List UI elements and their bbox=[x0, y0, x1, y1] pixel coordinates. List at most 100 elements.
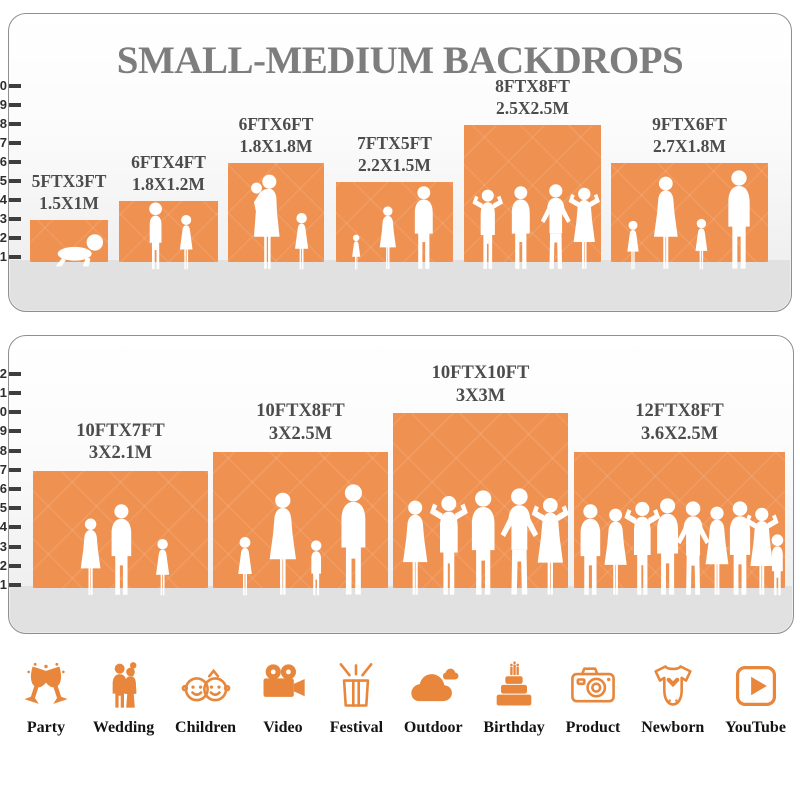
person-silhouette-woman bbox=[647, 176, 685, 270]
person-silhouette-boy bbox=[305, 540, 327, 596]
person-silhouette-woman bbox=[375, 206, 401, 270]
person-silhouette-man bbox=[331, 484, 376, 596]
y-axis-tick bbox=[9, 506, 21, 511]
size-bar-10ftx8ft bbox=[213, 451, 388, 596]
person-silhouette-woman-baby bbox=[245, 174, 287, 270]
y-axis-tick bbox=[9, 255, 21, 259]
y-axis-tick bbox=[9, 236, 21, 240]
party-icon bbox=[20, 660, 72, 712]
y-axis-tick-label: 4 bbox=[0, 519, 7, 535]
y-axis-tick-label: 8 bbox=[0, 116, 7, 131]
size-label-ft: 7FTX5FT bbox=[357, 133, 432, 154]
person-silhouette-woman bbox=[699, 506, 735, 596]
person-silhouette-man-armsup bbox=[467, 188, 509, 270]
person-silhouette-woman-armsup bbox=[563, 186, 606, 270]
person-silhouette-girl bbox=[691, 218, 712, 270]
size-label-ft: 6FTX6FT bbox=[238, 114, 314, 135]
size-label-12ftx8ft: 12FTX8FT 3.6X2.5M bbox=[635, 400, 723, 445]
size-label-8ftx8ft: 8FTX8FT 2.5X2.5M bbox=[495, 76, 570, 119]
person-silhouette-man-hips bbox=[534, 184, 578, 270]
y-axis-tick bbox=[9, 141, 21, 145]
size-label-ft: 8FTX8FT bbox=[495, 76, 570, 97]
category-item-wedding: Wedding bbox=[93, 660, 154, 737]
bars-area-bottom: 10FTX7FT 3X2.1M 10FTX8FT 3X2.5M 10FTX10FT 3X3… bbox=[9, 336, 793, 633]
category-label: Product bbox=[565, 719, 621, 736]
category-label: Festival bbox=[329, 719, 384, 736]
y-axis-tick-label: 1 bbox=[0, 577, 7, 592]
y-axis-tick-label: 5 bbox=[0, 173, 7, 188]
category-label: Wedding bbox=[92, 719, 155, 736]
person-silhouette-woman bbox=[396, 500, 434, 596]
size-label-m: 2.7X1.8M bbox=[653, 135, 726, 156]
size-label-ft: 9FTX6FT bbox=[652, 114, 727, 135]
size-label-ft: 5FTX3FT bbox=[31, 171, 107, 192]
y-axis-tick bbox=[9, 179, 21, 183]
person-silhouette-man bbox=[103, 504, 140, 596]
y-axis-tick bbox=[9, 544, 21, 549]
size-label-m: 2.2X1.5M bbox=[358, 154, 431, 175]
y-axis-tick-label: 2 bbox=[0, 557, 7, 573]
y-axis-tick-label: 10 bbox=[0, 404, 7, 420]
small-medium-chart-panel: SMALL-MEDIUM BACKDROPS 1 2 3 4 5 6 7 8 9 10 5FTX3… bbox=[0, 13, 792, 312]
size-label-9ftx6ft: 9FTX6FT 2.7X1.8M bbox=[652, 114, 727, 157]
category-item-outdoor: Outdoor bbox=[404, 660, 463, 737]
person-silhouette-girl bbox=[623, 220, 643, 270]
product-icon bbox=[567, 660, 619, 712]
person-silhouette-woman bbox=[262, 492, 304, 596]
large-chart-panel: 123456789101112 10FTX7FT3X2.1M10FTX8FT3X… bbox=[0, 335, 794, 634]
category-label: Children bbox=[175, 719, 237, 736]
category-label: Outdoor bbox=[403, 719, 463, 736]
category-label: Video bbox=[263, 719, 303, 736]
wedding-icon bbox=[98, 660, 150, 712]
category-item-video: Video bbox=[257, 660, 309, 737]
size-label-m: 1.5X1M bbox=[39, 192, 99, 213]
y-axis-tick-label: 3 bbox=[0, 538, 7, 554]
person-silhouette-man bbox=[719, 170, 759, 270]
y-axis-tick bbox=[9, 391, 21, 395]
category-item-festival: Festival bbox=[330, 660, 383, 737]
category-label: Newborn bbox=[641, 719, 705, 736]
person-silhouette-boy bbox=[765, 534, 790, 596]
y-axis-tick-label: 3 bbox=[0, 211, 7, 226]
person-silhouette-man-armsup bbox=[423, 494, 475, 596]
size-bar-9ftx6ft bbox=[611, 163, 768, 270]
y-axis-tick-label: 1 bbox=[0, 249, 7, 264]
y-axis-tick-label: 5 bbox=[0, 500, 7, 516]
person-silhouette-man bbox=[462, 490, 504, 596]
person-silhouette-girl bbox=[349, 234, 363, 270]
size-label-ft: 10FTX8FT bbox=[256, 401, 345, 422]
y-axis-ruler-top: 1 2 3 4 5 6 7 8 9 10 bbox=[0, 14, 791, 311]
size-label-m: 1.8X1.2M bbox=[132, 173, 205, 194]
youtube-icon bbox=[730, 660, 782, 712]
y-axis-tick bbox=[9, 429, 21, 434]
ground-strip bbox=[10, 260, 790, 310]
y-axis-ruler-bottom: 123456789101112 bbox=[0, 336, 793, 633]
category-label: Party bbox=[26, 719, 66, 736]
y-axis-tick-label: 9 bbox=[0, 423, 7, 439]
y-axis-tick bbox=[9, 217, 21, 221]
category-icon-row: Party Wedding Children Video Festival Outdoor… bbox=[20, 660, 786, 737]
person-silhouette-woman bbox=[598, 508, 633, 596]
person-silhouette-man-armsup bbox=[618, 500, 667, 596]
y-axis-tick-label: 4 bbox=[0, 192, 7, 207]
person-silhouette-man bbox=[648, 498, 687, 596]
size-label-10ftx10ft: 10FTX10FT 3X3M bbox=[432, 362, 530, 407]
y-axis-tick-label: 8 bbox=[0, 442, 7, 458]
y-axis-tick bbox=[9, 563, 21, 568]
size-bar-10ftx10ft bbox=[393, 413, 569, 595]
category-item-party: Party bbox=[20, 660, 72, 737]
newborn-icon bbox=[647, 660, 699, 712]
y-axis-tick bbox=[9, 525, 21, 530]
size-label-m: 3X2.5M bbox=[268, 424, 333, 445]
size-bar-8ftx8ft bbox=[464, 125, 601, 269]
person-silhouette-woman-armsup bbox=[739, 506, 785, 596]
category-label: YouTube bbox=[725, 719, 786, 736]
y-axis-tick bbox=[9, 371, 21, 376]
y-axis-tick bbox=[9, 467, 21, 472]
category-item-newborn: Newborn bbox=[641, 660, 704, 737]
size-label-10ftx7ft: 10FTX7FT 3X2.1M bbox=[76, 420, 164, 465]
y-axis-tick-label: 6 bbox=[0, 154, 7, 169]
size-bar-10ftx7ft bbox=[33, 470, 208, 596]
size-bar-6ftx6ft bbox=[228, 163, 324, 270]
person-silhouette-man bbox=[572, 504, 609, 596]
